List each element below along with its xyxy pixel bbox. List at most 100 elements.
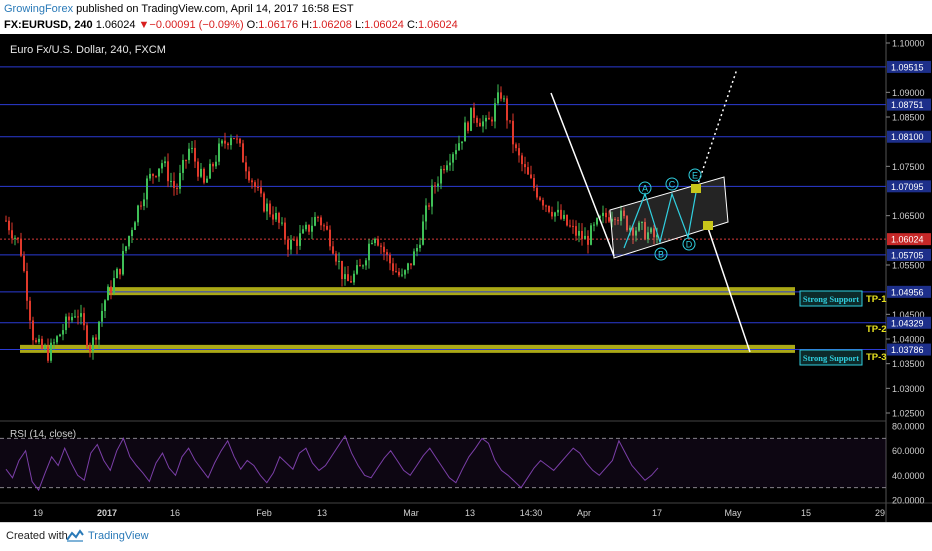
candle-body [560, 209, 562, 219]
candle-body [446, 165, 448, 171]
x-tick-label: 16 [170, 508, 180, 518]
candle-body [530, 174, 532, 179]
candle-body [455, 150, 457, 155]
candle-body [11, 230, 13, 239]
chart-canvas[interactable]: 1.10000 1.09000 1.08500 1.07500 1.06500 1.055… [0, 34, 932, 522]
candle-body [269, 203, 271, 215]
high-value: 1.06208 [312, 19, 352, 31]
candle-body [290, 239, 292, 250]
wave-label-A: A [642, 184, 648, 194]
candle-body [314, 216, 316, 226]
candle-body [359, 265, 361, 267]
candle-body [572, 225, 574, 227]
candle-body [524, 164, 526, 168]
candle-body [161, 163, 163, 169]
author-link[interactable]: GrowingForex [4, 3, 74, 15]
candle-body [470, 107, 472, 131]
candle-body [479, 122, 481, 127]
candle-body [203, 168, 205, 183]
price-level-tag [887, 180, 931, 193]
candle-body [362, 265, 364, 267]
candle-body [338, 260, 340, 262]
candle-body [404, 270, 406, 275]
candle-body [566, 214, 568, 226]
open-value: 1.06176 [258, 19, 299, 31]
candle-body [371, 243, 373, 245]
candle-body [626, 216, 628, 231]
tradingview-brand[interactable]: TradingView [88, 530, 149, 542]
candle-body [518, 148, 520, 156]
candle-body [119, 268, 121, 275]
candle-body [584, 235, 586, 240]
candle-body [527, 167, 529, 175]
x-tick-label: 13 [465, 508, 475, 518]
candle-body [191, 147, 193, 149]
candle-body [257, 186, 259, 188]
chart-area[interactable]: 1.10000 1.09000 1.08500 1.07500 1.06500 1.055… [0, 34, 932, 522]
candle-body [617, 219, 619, 221]
candle-body [452, 154, 454, 163]
candle-body [392, 263, 394, 272]
low-value: 1.06024 [364, 19, 404, 31]
candle-body [80, 313, 82, 317]
low-label: L: [354, 19, 365, 31]
candle-body [374, 238, 376, 244]
x-tick-label: 13 [317, 508, 327, 518]
candle-body [476, 117, 478, 123]
y-tick-label: 1.07500 [892, 162, 925, 172]
candle-body [197, 161, 199, 177]
price-level-tag [887, 285, 931, 298]
x-tick-label: 2017 [97, 508, 117, 518]
candle-body [647, 232, 649, 240]
candle-body [170, 180, 172, 182]
breakdown-marker [703, 221, 713, 230]
candle-body [512, 120, 514, 145]
candle-body [398, 271, 400, 276]
candle-body [23, 255, 25, 272]
open-label: O: [246, 19, 259, 31]
candle-body [140, 205, 142, 207]
candle-body [53, 342, 55, 344]
candle-body [299, 233, 301, 246]
candle-body [569, 225, 571, 227]
candle-body [608, 217, 610, 222]
candle-body [521, 155, 523, 165]
strong-support-label: Strong Support [803, 353, 859, 363]
candle-body [554, 212, 556, 217]
projected-drop-line [706, 224, 751, 353]
candle-body [236, 138, 238, 140]
candle-body [545, 205, 547, 207]
last-price-label: 1.06024 [891, 235, 924, 245]
candle-body [473, 107, 475, 118]
candle-body [638, 222, 640, 231]
candle-body [542, 200, 544, 206]
candle-body [224, 140, 226, 144]
candle-body [578, 230, 580, 236]
candle-body [482, 121, 484, 127]
candle-body [623, 210, 625, 217]
candle-body [614, 218, 616, 220]
candle-body [29, 300, 31, 321]
candle-body [230, 138, 232, 146]
y-tick-label: 1.08500 [892, 113, 925, 123]
wave-label-circle [682, 237, 696, 251]
price-level-tag [887, 248, 931, 261]
candle-body [281, 222, 283, 224]
candle-body [176, 187, 178, 189]
footer: Created with TradingView [0, 522, 932, 551]
x-tick-label: 17 [652, 508, 662, 518]
last-price: 1.06024 [95, 19, 136, 31]
candle-body [92, 337, 94, 352]
candle-body [461, 141, 463, 144]
rsi-band-fill [0, 438, 886, 488]
candle-body [206, 178, 208, 183]
price-level-label: 1.07095 [891, 182, 924, 192]
candle-body [401, 274, 403, 276]
candle-body [86, 325, 88, 347]
candle-body [467, 122, 469, 131]
candle-body [116, 268, 118, 279]
candle-body [500, 92, 502, 99]
candle-body [329, 229, 331, 247]
candle-body [317, 216, 319, 218]
candle-body [602, 212, 604, 216]
